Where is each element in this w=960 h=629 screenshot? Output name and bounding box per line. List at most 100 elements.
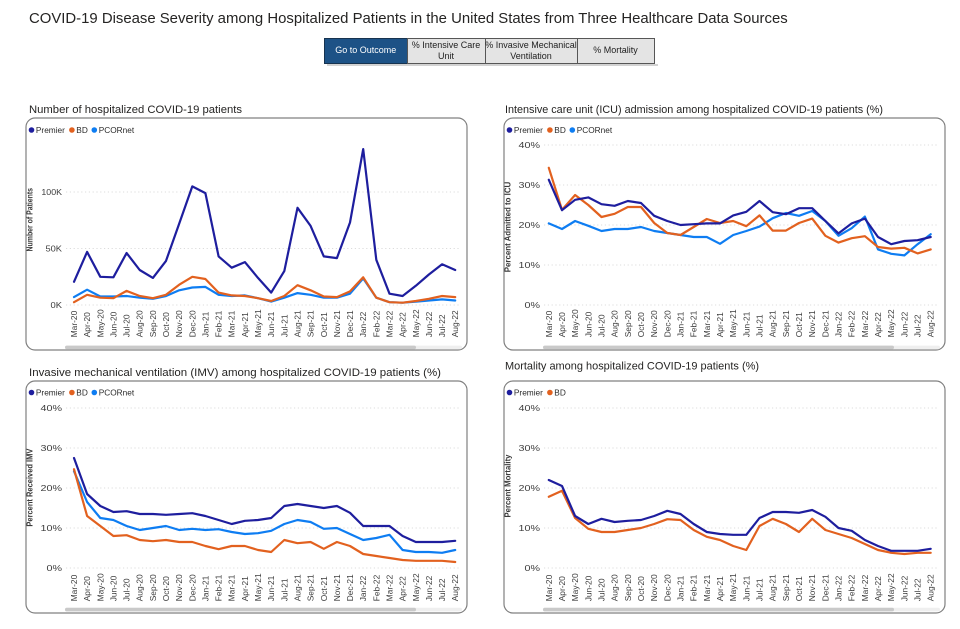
svg-text:Mar-22: Mar-22: [385, 310, 395, 337]
svg-text:Jan-21: Jan-21: [676, 575, 686, 601]
svg-text:Apr-22: Apr-22: [398, 576, 408, 601]
svg-text:Feb-21: Feb-21: [689, 574, 699, 601]
svg-text:May-20: May-20: [95, 573, 105, 601]
svg-text:Feb-22: Feb-22: [371, 310, 381, 337]
svg-text:Nov-21: Nov-21: [807, 310, 817, 337]
svg-text:Aug-22: Aug-22: [926, 574, 936, 601]
svg-text:Jun-22: Jun-22: [424, 575, 434, 601]
svg-text:10%: 10%: [41, 523, 63, 533]
svg-text:PCORnet: PCORnet: [99, 125, 135, 135]
svg-text:Jun-20: Jun-20: [583, 575, 593, 601]
svg-text:Oct-21: Oct-21: [319, 576, 329, 601]
svg-text:Mar-20: Mar-20: [544, 310, 554, 337]
svg-text:0%: 0%: [525, 563, 541, 573]
svg-text:Jun-22: Jun-22: [424, 311, 434, 337]
svg-text:Mar-22: Mar-22: [860, 574, 870, 601]
svg-text:Dec-20: Dec-20: [662, 574, 672, 601]
svg-text:30%: 30%: [519, 180, 541, 190]
svg-text:Jan-22: Jan-22: [834, 575, 844, 601]
svg-text:40%: 40%: [519, 140, 541, 150]
svg-text:Mar-21: Mar-21: [702, 310, 712, 337]
svg-text:May-21: May-21: [253, 573, 263, 601]
svg-text:Apr-22: Apr-22: [873, 576, 883, 601]
svg-text:Jul-20: Jul-20: [597, 314, 607, 337]
svg-text:Mar-20: Mar-20: [69, 574, 79, 601]
svg-text:Intensive care unit (ICU) admi: Intensive care unit (ICU) admission amon…: [505, 104, 883, 116]
svg-text:Jun-21: Jun-21: [741, 311, 751, 337]
svg-text:Sep-20: Sep-20: [623, 574, 633, 601]
svg-text:May-21: May-21: [728, 309, 738, 337]
svg-text:Jun-22: Jun-22: [899, 575, 909, 601]
svg-text:Premier: Premier: [36, 125, 65, 135]
svg-text:Sep-21: Sep-21: [781, 574, 791, 601]
svg-text:Aug-21: Aug-21: [293, 574, 303, 601]
svg-text:Nov-21: Nov-21: [807, 574, 817, 601]
svg-text:Feb-22: Feb-22: [371, 574, 381, 601]
svg-text:Nov-20: Nov-20: [649, 310, 659, 337]
svg-text:0%: 0%: [525, 300, 541, 310]
svg-text:Jul-21: Jul-21: [755, 314, 765, 337]
svg-text:0K: 0K: [51, 300, 63, 310]
svg-text:Feb-21: Feb-21: [214, 310, 224, 337]
svg-text:Jun-21: Jun-21: [741, 575, 751, 601]
svg-text:Jul-21: Jul-21: [279, 314, 289, 337]
svg-text:Feb-22: Feb-22: [847, 310, 857, 337]
svg-text:Percent Mortality: Percent Mortality: [503, 454, 513, 517]
svg-text:May-22: May-22: [411, 309, 421, 337]
svg-text:Aug-21: Aug-21: [768, 574, 778, 601]
svg-text:Sep-20: Sep-20: [623, 310, 633, 337]
svg-text:May-22: May-22: [886, 309, 896, 337]
svg-text:Sep-21: Sep-21: [306, 310, 316, 337]
svg-text:10%: 10%: [519, 260, 541, 270]
svg-text:PCORnet: PCORnet: [577, 125, 613, 135]
svg-text:Premier: Premier: [36, 387, 65, 397]
svg-text:Apr-22: Apr-22: [873, 312, 883, 337]
svg-text:20%: 20%: [41, 483, 63, 493]
svg-text:Aug-21: Aug-21: [768, 310, 778, 337]
svg-text:Dec-20: Dec-20: [662, 310, 672, 337]
svg-text:Jul-21: Jul-21: [755, 578, 765, 601]
svg-text:10%: 10%: [519, 523, 541, 533]
svg-text:Nov-21: Nov-21: [332, 574, 342, 601]
svg-text:30%: 30%: [41, 443, 63, 453]
svg-text:Feb-21: Feb-21: [214, 574, 224, 601]
svg-text:Dec-20: Dec-20: [187, 574, 197, 601]
svg-text:Oct-20: Oct-20: [636, 576, 646, 601]
svg-text:100K: 100K: [41, 187, 62, 197]
svg-text:Feb-22: Feb-22: [847, 574, 857, 601]
svg-text:Oct-20: Oct-20: [161, 312, 171, 337]
svg-text:Apr-21: Apr-21: [240, 312, 250, 337]
svg-text:Dec-21: Dec-21: [820, 574, 830, 601]
svg-text:Premier: Premier: [514, 387, 543, 397]
svg-text:Aug-22: Aug-22: [926, 310, 936, 337]
svg-text:Dec-21: Dec-21: [820, 310, 830, 337]
svg-text:Dec-21: Dec-21: [345, 310, 355, 337]
svg-text:Oct-20: Oct-20: [636, 312, 646, 337]
svg-text:Mar-21: Mar-21: [227, 574, 237, 601]
svg-text:Nov-20: Nov-20: [174, 574, 184, 601]
svg-text:Jul-20: Jul-20: [122, 578, 132, 601]
svg-text:Mar-20: Mar-20: [69, 310, 79, 337]
svg-text:Nov-20: Nov-20: [649, 574, 659, 601]
svg-text:BD: BD: [554, 387, 566, 397]
svg-text:BD: BD: [76, 125, 88, 135]
svg-text:Oct-21: Oct-21: [794, 576, 804, 601]
svg-text:Jul-22: Jul-22: [913, 578, 923, 601]
svg-text:Apr-21: Apr-21: [240, 576, 250, 601]
svg-text:30%: 30%: [519, 443, 541, 453]
svg-text:Jun-20: Jun-20: [108, 575, 118, 601]
svg-text:40%: 40%: [41, 403, 63, 413]
svg-text:May-20: May-20: [570, 309, 580, 337]
svg-text:Aug-21: Aug-21: [293, 310, 303, 337]
svg-text:Apr-20: Apr-20: [82, 312, 92, 337]
svg-text:Jun-20: Jun-20: [108, 311, 118, 337]
svg-text:40%: 40%: [519, 403, 541, 413]
svg-text:Jun-21: Jun-21: [266, 575, 276, 601]
svg-text:Apr-22: Apr-22: [398, 312, 408, 337]
svg-text:Jul-20: Jul-20: [597, 578, 607, 601]
svg-text:Jan-22: Jan-22: [358, 575, 368, 601]
svg-text:Apr-20: Apr-20: [557, 312, 567, 337]
svg-text:Mar-20: Mar-20: [544, 574, 554, 601]
svg-text:Aug-20: Aug-20: [135, 310, 145, 337]
svg-text:Apr-20: Apr-20: [557, 576, 567, 601]
